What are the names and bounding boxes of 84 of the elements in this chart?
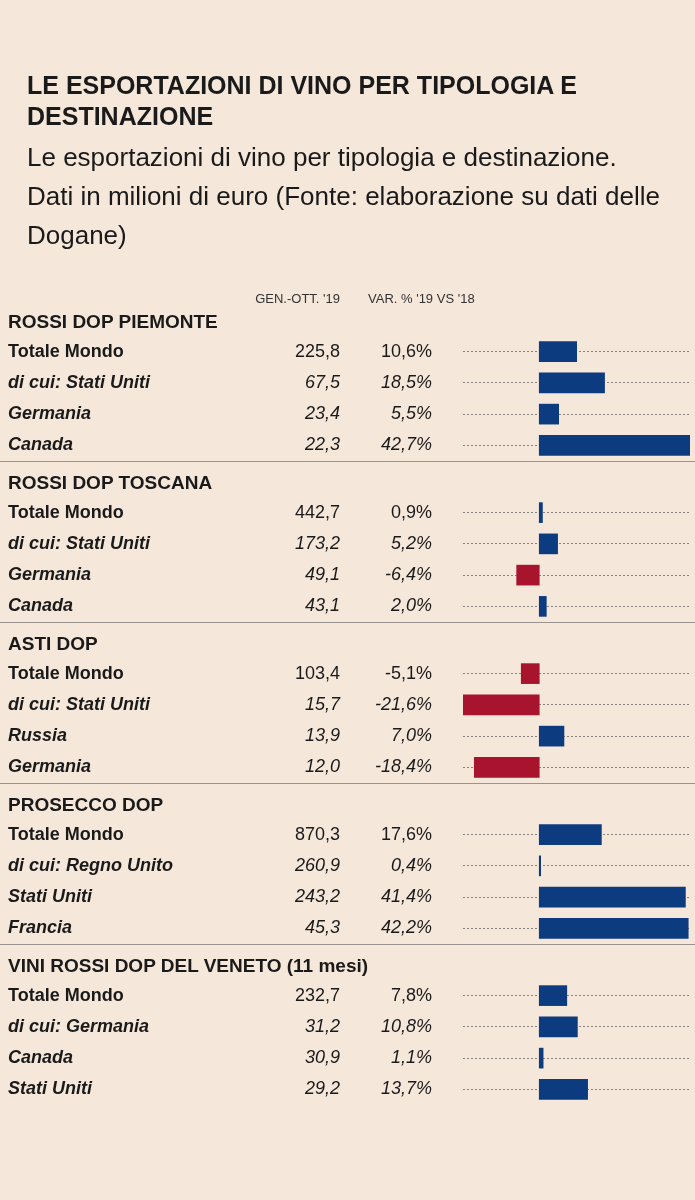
y-tick-label: Russia [8, 725, 68, 746]
text: 12,0 [304, 756, 340, 777]
text: 31,2 [304, 1015, 340, 1036]
y-tick-label: di cui: Germania [8, 1015, 150, 1036]
y-tick-label: Stati Uniti [8, 1078, 93, 1099]
data-label: 42,7% [380, 434, 432, 455]
data-label: 7,0% [390, 725, 432, 746]
y-tick-label: Germania [8, 403, 92, 424]
y-tick-label: Francia [8, 917, 73, 938]
data-label: 5,2% [390, 532, 432, 553]
y-tick-label: Stati Uniti [8, 886, 93, 907]
bar [516, 564, 540, 586]
text: Le esportazioni di vino per tipologia e destinazione. Dati in milioni di euro (Fonte: elaborazione su dati delle Dogane) [27, 141, 661, 252]
data-label: 1,1% [390, 1047, 432, 1068]
text: 243,2 [293, 886, 340, 907]
text: 43,1 [304, 595, 340, 616]
text: 13,9 [304, 725, 340, 746]
text: 442,7 [294, 501, 340, 522]
data-label: 5,5% [390, 403, 432, 424]
y-tick-label: di cui: Regno Unito [8, 854, 173, 875]
bar [538, 341, 578, 362]
y-tick-label: Canada [8, 595, 74, 616]
bar [538, 1079, 588, 1100]
bar [538, 886, 686, 908]
text: 49,1 [304, 564, 340, 585]
data-label: 10,6% [380, 340, 432, 361]
bar [538, 855, 541, 877]
y-tick-label: di cui: Stati Uniti [8, 693, 151, 714]
bar [538, 596, 547, 617]
y-tick-label: Canada [8, 1047, 74, 1068]
y-tick-label: Germania [8, 756, 92, 777]
data-label: 42,2% [380, 917, 432, 938]
data-label: -5,1% [384, 662, 432, 683]
text: VAR. % '19 VS '18 [368, 291, 475, 306]
y-tick-label: di cui: Stati Uniti [8, 371, 151, 392]
data-label: -6,4% [384, 564, 432, 585]
data-label: 2,0% [389, 595, 432, 616]
data-label: 18,5% [380, 371, 432, 392]
text: 225,8 [294, 340, 340, 361]
bar [538, 372, 605, 394]
text: ROSSI DOP PIEMONTE [7, 311, 219, 333]
bar [538, 824, 602, 845]
text: ROSSI DOP TOSCANA [7, 472, 214, 494]
data-label: 41,4% [380, 886, 432, 907]
y-tick-label: Totale Mondo [8, 823, 124, 844]
bar [538, 403, 559, 425]
text: VINI ROSSI DOP DEL VENETO (11 mesi) [7, 955, 370, 977]
data-label: 17,6% [380, 823, 432, 844]
data-label: 10,8% [380, 1015, 432, 1036]
text: 260,9 [293, 854, 340, 875]
y-tick-label: Germania [8, 564, 92, 585]
text: 23,4 [303, 403, 340, 424]
text: 22,3 [303, 434, 340, 455]
text: 870,3 [294, 823, 340, 844]
bar [538, 435, 690, 456]
y-tick-label: Totale Mondo [8, 662, 124, 683]
y-tick-label: Totale Mondo [8, 984, 124, 1005]
data-label: 7,8% [390, 984, 432, 1005]
text: 30,9 [304, 1047, 340, 1068]
text: 173,2 [294, 532, 340, 553]
data-label: -21,6% [374, 693, 432, 714]
data-label: -18,4% [374, 756, 432, 777]
y-tick-label: di cui: Stati Uniti [8, 532, 151, 553]
text: 29,2 [303, 1078, 340, 1099]
text: GEN.-OTT. '19 [255, 291, 340, 306]
text: 15,7 [304, 693, 341, 714]
bar [538, 1016, 578, 1038]
text: ASTI DOP [7, 633, 99, 655]
data-label: 0,4% [390, 854, 432, 875]
bar [538, 985, 568, 1006]
y-tick-label: Totale Mondo [8, 340, 124, 361]
text: 103,4 [294, 662, 340, 683]
bar [538, 502, 543, 523]
y-tick-label: Canada [8, 434, 74, 455]
text: 67,5 [304, 371, 341, 392]
text: 232,7 [294, 984, 340, 1005]
data-label: 13,7% [380, 1078, 432, 1099]
text: 45,3 [304, 917, 340, 938]
y-tick-label: Totale Mondo [8, 501, 124, 522]
bar [538, 918, 689, 939]
bar [538, 533, 558, 555]
data-label: 0,9% [390, 501, 432, 522]
text: PROSECCO DOP [7, 794, 165, 816]
text: LE ESPORTAZIONI DI VINO PER TIPOLOGIA E DESTINAZIONE [27, 70, 579, 132]
